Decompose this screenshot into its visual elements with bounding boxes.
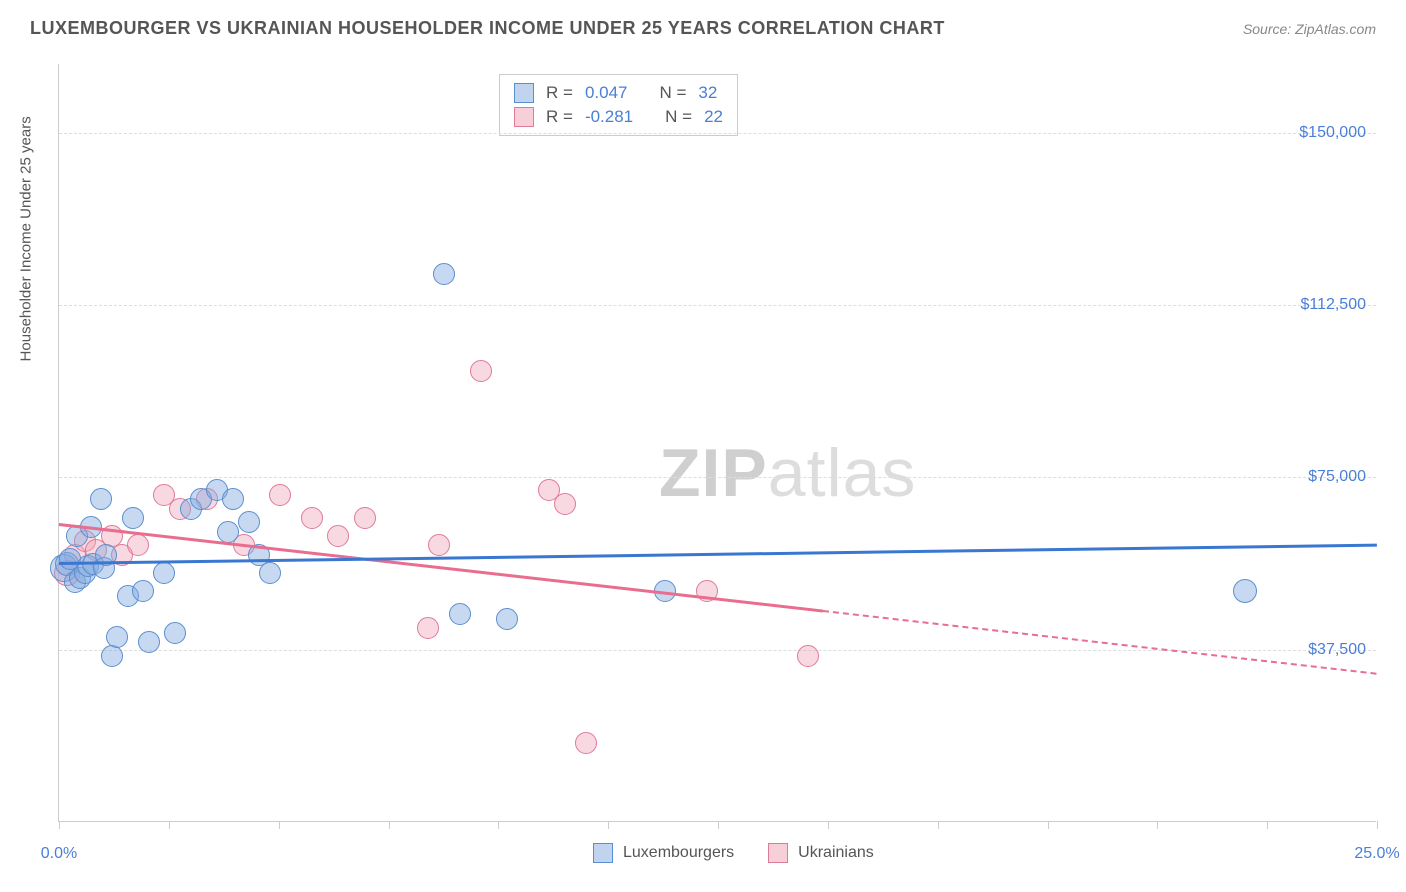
x-tick-mark: [938, 821, 939, 829]
data-point-ukrainian: [269, 484, 291, 506]
y-tick-label: $112,500: [1300, 296, 1366, 314]
legend-label: Ukrainians: [798, 844, 874, 862]
data-point-ukrainian: [470, 360, 492, 382]
x-tick-mark: [828, 821, 829, 829]
swatch-pink-icon: [768, 843, 788, 863]
data-point-luxembourger: [132, 580, 154, 602]
data-point-luxembourger: [222, 488, 244, 510]
data-point-luxembourger: [259, 562, 281, 584]
legend-label: Luxembourgers: [623, 844, 734, 862]
data-point-luxembourger: [433, 263, 455, 285]
r-value: 0.047: [585, 83, 628, 103]
chart-header: LUXEMBOURGER VS UKRAINIAN HOUSEHOLDER IN…: [0, 0, 1406, 49]
plot-area: ZIPatlas R = 0.047 N = 32 R = -0.281 N =…: [58, 64, 1376, 822]
data-point-ukrainian: [575, 732, 597, 754]
data-point-luxembourger: [449, 603, 471, 625]
x-tick-mark: [498, 821, 499, 829]
x-tick-mark: [59, 821, 60, 829]
y-tick-label: $37,500: [1308, 641, 1366, 659]
x-tick-mark: [279, 821, 280, 829]
n-value: 32: [698, 83, 717, 103]
chart-title: LUXEMBOURGER VS UKRAINIAN HOUSEHOLDER IN…: [30, 18, 945, 39]
x-tick-mark: [1267, 821, 1268, 829]
data-point-ukrainian: [554, 493, 576, 515]
swatch-blue-icon: [593, 843, 613, 863]
data-point-ukrainian: [428, 534, 450, 556]
gridline: [59, 133, 1376, 134]
x-tick-mark: [389, 821, 390, 829]
n-value: 22: [704, 107, 723, 127]
y-tick-label: $150,000: [1299, 124, 1366, 142]
data-point-ukrainian: [127, 534, 149, 556]
watermark-rest: atlas: [768, 435, 917, 511]
data-point-ukrainian: [301, 507, 323, 529]
x-tick-mark: [1157, 821, 1158, 829]
r-label: R =: [546, 83, 573, 103]
data-point-luxembourger: [90, 488, 112, 510]
data-point-luxembourger: [1233, 579, 1257, 603]
x-tick-mark: [608, 821, 609, 829]
data-point-ukrainian: [327, 525, 349, 547]
data-point-ukrainian: [417, 617, 439, 639]
y-axis-label: Householder Income Under 25 years: [18, 116, 35, 361]
legend: Luxembourgers Ukrainians: [593, 843, 874, 863]
chart-source: Source: ZipAtlas.com: [1243, 21, 1376, 37]
data-point-luxembourger: [138, 631, 160, 653]
stats-row-ukrainians: R = -0.281 N = 22: [514, 105, 723, 129]
x-tick-label: 25.0%: [1354, 845, 1399, 863]
legend-item-ukrainians: Ukrainians: [768, 843, 874, 863]
n-label: N =: [665, 107, 692, 127]
trendline-ukrainians-extrapolated: [823, 610, 1377, 675]
legend-item-luxembourgers: Luxembourgers: [593, 843, 734, 863]
x-tick-mark: [1377, 821, 1378, 829]
gridline: [59, 477, 1376, 478]
data-point-luxembourger: [496, 608, 518, 630]
n-label: N =: [659, 83, 686, 103]
r-label: R =: [546, 107, 573, 127]
r-value: -0.281: [585, 107, 633, 127]
data-point-ukrainian: [797, 645, 819, 667]
swatch-pink-icon: [514, 107, 534, 127]
stats-row-luxembourgers: R = 0.047 N = 32: [514, 81, 723, 105]
data-point-luxembourger: [238, 511, 260, 533]
data-point-luxembourger: [106, 626, 128, 648]
correlation-stats-box: R = 0.047 N = 32 R = -0.281 N = 22: [499, 74, 738, 136]
watermark-zip: ZIP: [659, 435, 768, 511]
data-point-luxembourger: [153, 562, 175, 584]
x-tick-mark: [169, 821, 170, 829]
gridline: [59, 305, 1376, 306]
data-point-luxembourger: [217, 521, 239, 543]
x-tick-mark: [718, 821, 719, 829]
swatch-blue-icon: [514, 83, 534, 103]
x-tick-mark: [1048, 821, 1049, 829]
data-point-ukrainian: [354, 507, 376, 529]
data-point-luxembourger: [122, 507, 144, 529]
watermark: ZIPatlas: [659, 434, 916, 512]
y-tick-label: $75,000: [1308, 468, 1366, 486]
x-tick-label: 0.0%: [41, 845, 77, 863]
data-point-luxembourger: [164, 622, 186, 644]
chart-area: Householder Income Under 25 years ZIPatl…: [36, 56, 1376, 846]
